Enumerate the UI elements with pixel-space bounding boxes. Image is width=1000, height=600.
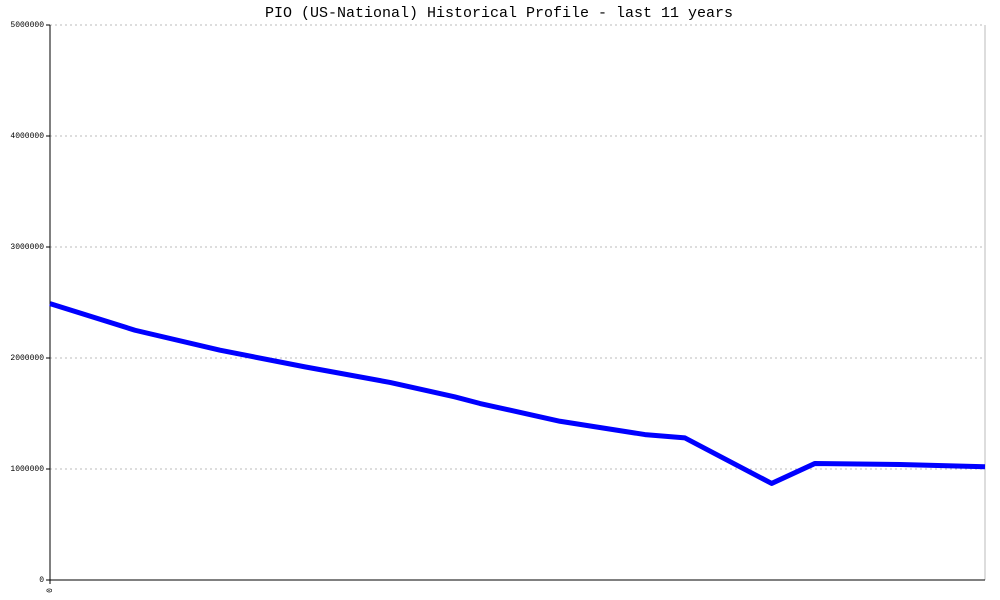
y-tick-label: 0 <box>39 576 44 585</box>
x-tick-label: 0 <box>46 588 55 593</box>
data-line <box>49 301 986 486</box>
y-tick-label: 4000000 <box>10 132 44 141</box>
y-tick-label: 3000000 <box>10 243 44 252</box>
chart-title: PIO (US-National) Historical Profile - l… <box>265 5 733 22</box>
y-tick-label: 1000000 <box>10 465 44 474</box>
y-tick-label: 5000000 <box>10 21 44 30</box>
y-tick-label: 2000000 <box>10 354 44 363</box>
